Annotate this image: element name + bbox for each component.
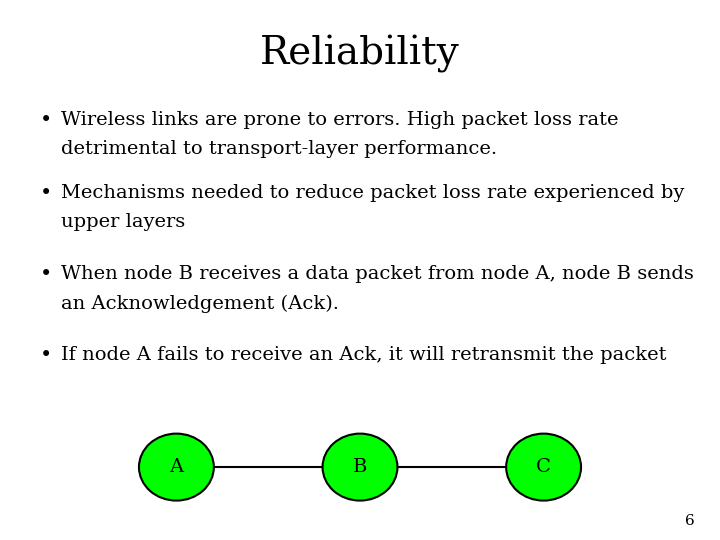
Text: When node B receives a data packet from node A, node B sends: When node B receives a data packet from … [61,265,694,282]
Text: Wireless links are prone to errors. High packet loss rate: Wireless links are prone to errors. High… [61,111,618,129]
Text: detrimental to transport-layer performance.: detrimental to transport-layer performan… [61,140,498,158]
Ellipse shape [323,434,397,501]
Text: C: C [536,458,551,476]
Text: •: • [40,265,52,284]
Text: B: B [353,458,367,476]
Text: an Acknowledgement (Ack).: an Acknowledgement (Ack). [61,294,339,313]
Text: Mechanisms needed to reduce packet loss rate experienced by: Mechanisms needed to reduce packet loss … [61,184,685,201]
Text: If node A fails to receive an Ack, it will retransmit the packet: If node A fails to receive an Ack, it wi… [61,346,667,363]
Text: •: • [40,184,52,202]
Text: upper layers: upper layers [61,213,186,231]
Text: Reliability: Reliability [260,35,460,73]
Text: •: • [40,346,52,365]
Text: 6: 6 [685,514,695,528]
Text: •: • [40,111,52,130]
Ellipse shape [506,434,581,501]
Text: A: A [169,458,184,476]
Ellipse shape [139,434,214,501]
